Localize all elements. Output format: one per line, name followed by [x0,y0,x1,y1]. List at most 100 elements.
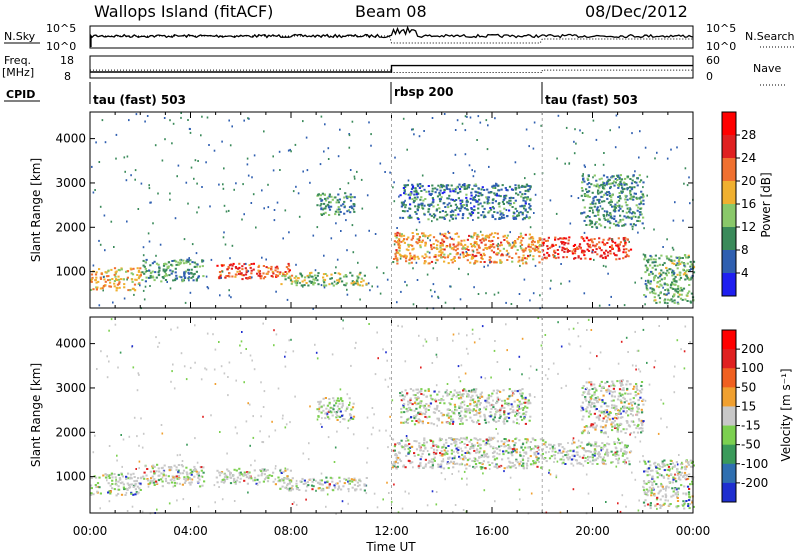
echo-cell [529,246,532,249]
echo-cell [343,200,346,203]
echo-cell [351,196,354,198]
echo-cell [597,185,600,188]
echo-cell [323,278,327,281]
echo-cell [473,467,476,470]
echo-cell [595,248,598,251]
echo-cell [594,202,597,205]
echo-cell [306,169,309,172]
echo-cell [651,484,654,487]
echo-cell [542,241,545,244]
echo-cell [437,296,440,299]
echo-cell [458,412,461,415]
echo-cell [325,284,328,287]
echo-cell [181,483,184,486]
echo-cell [673,293,676,296]
echo-cell [141,271,144,274]
echo-cell [681,298,684,301]
echo-cell [587,392,590,394]
nsearch-tick-top: 10^5 [706,22,736,35]
echo-cell [183,271,186,274]
echo-cell [604,255,607,258]
echo-cell [406,184,409,187]
echo-cell [524,396,527,399]
echo-cell [177,464,180,466]
echo-cell [607,413,610,416]
echo-cell [488,464,491,466]
echo-cell [108,474,111,477]
echo-cell [494,187,497,189]
echo-cell [605,389,608,392]
echo-cell [337,206,340,209]
echo-cell [516,409,519,412]
echo-cell [330,195,333,198]
echo-cell [692,260,696,263]
echo-cell [450,452,453,455]
echo-cell [622,224,625,227]
echo-cell [431,190,434,193]
echo-cell [424,413,427,415]
echo-cell [286,484,289,487]
echo-cell [418,406,421,409]
echo-cell [628,406,631,409]
echo-cell [442,240,446,243]
echo-cell [526,196,529,199]
echo-cell [209,205,211,208]
echo-cell [138,487,141,490]
echo-cell [523,204,526,207]
echo-cell [137,208,140,210]
echo-cell [488,210,491,213]
echo-cell [459,242,463,245]
echo-cell [672,490,675,493]
echo-cell [415,420,418,422]
echo-cell [91,165,93,168]
echo-cell [593,444,596,447]
echo-cell [522,462,525,465]
echo-cell [601,200,604,203]
echo-cell [132,486,135,488]
echo-cell [604,415,607,418]
echo-cell [587,178,590,181]
echo-cell [446,394,449,397]
echo-cell [151,275,154,278]
echo-cell [92,493,95,496]
echo-cell [322,276,325,279]
echo-cell [522,407,525,409]
echo-cell [404,257,408,260]
echo-cell [172,122,175,125]
echo-cell [537,250,540,253]
echo-cell [316,279,319,282]
echo-cell [412,389,415,392]
echo-cell [478,462,481,464]
echo-cell [412,235,415,238]
echo-cell [645,488,648,491]
echo-cell [608,237,611,240]
echo-cell [557,452,560,455]
echo-cell [662,475,665,478]
echo-cell [203,480,206,483]
echo-cell [490,191,493,194]
echo-cell [476,237,479,240]
echo-cell [583,292,586,295]
echo-cell [90,484,93,487]
echo-cell [561,462,564,465]
echo-cell [348,206,351,209]
echo-cell [351,207,354,210]
echo-cell [445,392,448,395]
echo-cell [412,128,414,131]
echo-cell [592,119,595,122]
echo-cell [669,284,673,286]
echo-cell [180,464,183,466]
echo-cell [688,473,691,476]
echo-cell [407,236,410,239]
echo-cell [200,134,202,137]
echo-cell [536,446,539,449]
echo-cell [521,457,524,460]
echo-cell [599,191,602,194]
echo-cell [207,287,210,290]
echo-cell [326,203,329,206]
echo-cell [589,450,593,453]
echo-cell [654,258,657,261]
echo-cell [332,284,335,287]
echo-cell [479,402,482,404]
echo-cell [111,476,114,479]
